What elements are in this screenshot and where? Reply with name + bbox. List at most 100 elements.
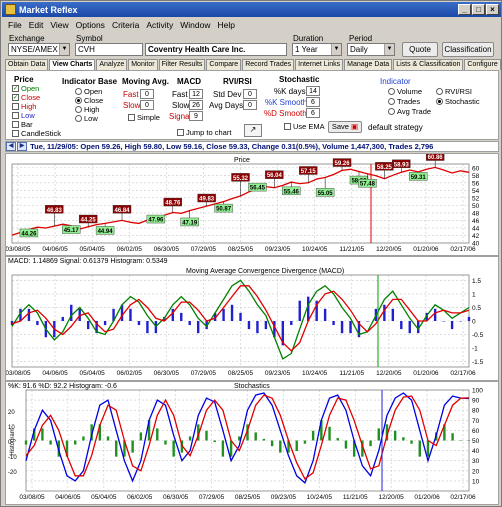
- ma-slow-input[interactable]: 0: [140, 100, 154, 110]
- histogram-bar: [450, 321, 454, 330]
- menu-view[interactable]: View: [50, 19, 69, 30]
- base-open-radio[interactable]: Open: [75, 87, 102, 96]
- histogram-bar: [82, 436, 85, 441]
- save-button[interactable]: Save ▣: [328, 121, 362, 133]
- tab-filter-results[interactable]: Filter Results: [158, 59, 206, 70]
- y-tick-label: 30: [472, 458, 480, 465]
- price-label: 59.26: [335, 161, 351, 167]
- ma-simple-checkbox[interactable]: Simple: [128, 113, 160, 122]
- histogram-bar: [336, 438, 339, 441]
- series-line-pct-d: [25, 394, 470, 480]
- price-label: 46.84: [115, 208, 131, 214]
- indicator-trades-radio[interactable]: Trades: [388, 97, 420, 106]
- minimize-icon[interactable]: _: [458, 4, 471, 15]
- x-tick-label: 06/30/05: [154, 370, 180, 377]
- menu-file[interactable]: File: [8, 19, 22, 30]
- macd-signal-input[interactable]: 9: [189, 111, 203, 121]
- price-high-label: High: [21, 102, 37, 111]
- base-close-radio[interactable]: Close: [75, 96, 103, 105]
- tab-record-trades[interactable]: Record Trades: [242, 59, 295, 70]
- price-open-checkbox[interactable]: ✓ Open: [12, 84, 39, 93]
- indicator-rvi-radio[interactable]: RVI/RSI: [436, 87, 472, 96]
- tab-compare[interactable]: Compare: [206, 59, 242, 70]
- histogram-bar: [303, 440, 307, 444]
- menu-criteria[interactable]: Criteria: [111, 19, 140, 30]
- save-label: Save: [331, 122, 349, 131]
- y-tick-label: 56: [472, 180, 480, 187]
- histogram-bar: [213, 312, 217, 321]
- price-close-checkbox[interactable]: ✓ Close: [12, 93, 40, 102]
- price-high-checkbox[interactable]: High: [12, 102, 36, 111]
- histogram-tick-label: -20: [8, 470, 17, 476]
- radio-icon: [388, 108, 395, 115]
- menu-options[interactable]: Options: [75, 19, 105, 30]
- k-smooth-input[interactable]: 6: [306, 97, 320, 107]
- price-low-checkbox[interactable]: Low: [12, 111, 35, 120]
- x-tick-label: 03/08/05: [19, 494, 45, 501]
- histogram-bar: [298, 300, 301, 321]
- maximize-icon[interactable]: □: [472, 4, 485, 15]
- base-low-radio[interactable]: Low: [75, 114, 98, 123]
- price-candlestick-checkbox[interactable]: CandleStick: [12, 129, 61, 138]
- tab-lists-classification[interactable]: Lists & Classification: [393, 59, 464, 70]
- tab-analyze[interactable]: Analyze: [96, 59, 128, 70]
- x-tick-label: 05/04/05: [80, 370, 106, 377]
- price-label-box: [95, 226, 115, 235]
- indicator-avg-trade-radio[interactable]: Avg Trade: [388, 107, 431, 116]
- histogram-bar: [290, 321, 293, 326]
- symbol-input[interactable]: CVH: [75, 43, 143, 56]
- quote-button[interactable]: Quote: [402, 42, 438, 57]
- histogram-bar: [391, 308, 395, 321]
- menu-edit[interactable]: Edit: [28, 19, 44, 30]
- macd-slow-input[interactable]: 26: [189, 100, 203, 110]
- duration-select[interactable]: 1 Year ▼: [292, 43, 342, 56]
- close-icon[interactable]: ×: [486, 4, 499, 15]
- x-tick-label: 04/06/05: [55, 494, 81, 501]
- price-label-box: [392, 159, 411, 168]
- tab-internet-links[interactable]: Internet Links: [295, 59, 344, 70]
- tab-configure[interactable]: Configure: [464, 59, 501, 70]
- y-tick-label: 80: [472, 408, 480, 415]
- std-dev-input[interactable]: 0: [243, 89, 257, 99]
- prev-day-icon[interactable]: ◀: [6, 142, 16, 151]
- macd-chart[interactable]: -1.5 -1 -0.5 0 0.5 1 1.5 03/08/05 04/06/05 05/04/…: [5, 257, 498, 380]
- tab-obtain-data[interactable]: Obtain Data: [5, 59, 49, 70]
- save-icon: ▣: [351, 122, 359, 131]
- histogram-bar: [196, 321, 200, 334]
- base-high-radio[interactable]: High: [75, 105, 99, 114]
- histogram-bar: [270, 440, 274, 447]
- use-ema-checkbox[interactable]: Use EMA: [284, 122, 325, 131]
- histogram-bar: [418, 440, 421, 457]
- histogram-bar: [332, 321, 335, 326]
- x-tick-label: 05/04/05: [91, 494, 117, 501]
- d-smooth-input[interactable]: 6: [306, 108, 320, 118]
- classification-button[interactable]: Classification: [442, 42, 494, 57]
- next-day-icon[interactable]: ▶: [17, 142, 27, 151]
- menu-activity[interactable]: Activity: [146, 19, 174, 30]
- exchange-select[interactable]: NYSE/AMEX ▼: [8, 43, 70, 56]
- histogram-bar: [247, 321, 251, 330]
- jump-to-chart-checkbox[interactable]: Jump to chart: [177, 128, 231, 137]
- histogram-tick-label: 0: [8, 440, 12, 446]
- avg-days-input[interactable]: 0: [243, 100, 257, 110]
- menu-help[interactable]: Help: [217, 19, 235, 30]
- duration-value: 1 Year: [295, 45, 318, 54]
- price-bar-checkbox[interactable]: Bar: [12, 120, 33, 129]
- indicator-stochastic-radio[interactable]: Stochastic: [436, 97, 480, 106]
- menu-window[interactable]: Window: [180, 19, 211, 30]
- period-select[interactable]: Daily ▼: [347, 43, 395, 56]
- indicator-volume-radio[interactable]: Volume: [388, 87, 422, 96]
- x-tick-label: 09/23/05: [265, 246, 291, 253]
- macd-fast-input[interactable]: 12: [189, 89, 203, 99]
- tab-view-charts[interactable]: View Charts: [49, 59, 96, 70]
- company-name: Coventry Health Care Inc.: [148, 45, 246, 54]
- ma-fast-input[interactable]: 0: [140, 89, 154, 99]
- tab-manage-data[interactable]: Manage Data: [344, 59, 393, 70]
- chart-tool-icon[interactable]: ↗: [244, 124, 262, 137]
- histogram-bar: [137, 321, 141, 326]
- radio-icon: [75, 97, 82, 104]
- k-days-input[interactable]: 14: [306, 86, 320, 96]
- tab-monitor[interactable]: Monitor: [128, 59, 158, 70]
